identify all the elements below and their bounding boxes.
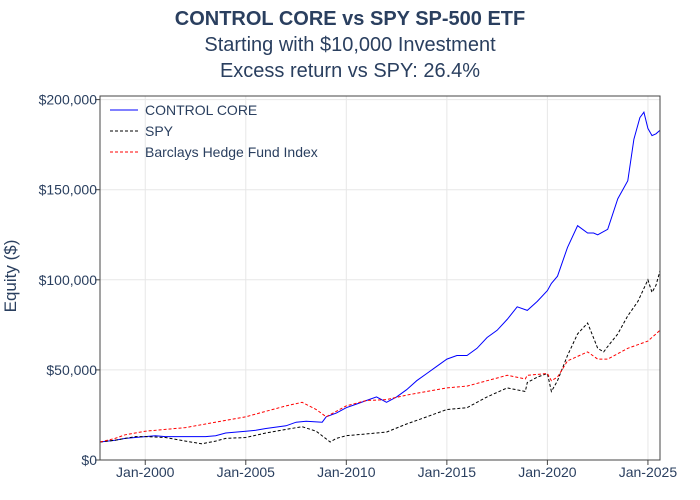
series-line-control-core <box>99 111 661 443</box>
x-tick-label: Jan-2020 <box>518 464 577 480</box>
y-tick-label: $200,000 <box>39 92 98 108</box>
plot-area-frame <box>99 95 661 461</box>
y-tick-label: $100,000 <box>39 272 98 288</box>
x-tick-label: Jan-2000 <box>116 464 175 480</box>
y-axis-title: Equity ($) <box>1 240 20 313</box>
x-tick-label: Jan-2025 <box>619 464 678 480</box>
x-tick-label: Jan-2010 <box>317 464 376 480</box>
chart-subtitle-1: Starting with $10,000 Investment <box>204 34 496 56</box>
x-axis-ticks: Jan-2000 Jan-2005 Jan-2010 Jan-2015 Jan-2020… <box>116 460 677 480</box>
y-tick-label: $50,000 <box>46 362 97 378</box>
grid-lines <box>100 96 660 461</box>
y-axis-ticks: $0 $50,000 $100,000 $150,000 $200,000 <box>39 92 100 468</box>
legend-label: SPY <box>145 123 174 139</box>
series-line-barclays-hedge-fund-index <box>99 329 661 443</box>
legend: CONTROL CORE SPY Barclays Hedge Fund Index <box>110 102 318 160</box>
chart-title: CONTROL CORE vs SPY SP-500 ETF <box>175 8 525 30</box>
x-tick-label: Jan-2005 <box>217 464 276 480</box>
legend-label: Barclays Hedge Fund Index <box>145 144 318 160</box>
x-tick-label: Jan-2015 <box>418 464 477 480</box>
series-line-spy <box>99 270 661 445</box>
series-lines <box>99 111 661 445</box>
chart-subtitle-2: Excess return vs SPY: 26.4% <box>220 60 480 82</box>
y-tick-label: $0 <box>81 452 97 468</box>
y-tick-label: $150,000 <box>39 182 98 198</box>
legend-label: CONTROL CORE <box>145 102 257 118</box>
